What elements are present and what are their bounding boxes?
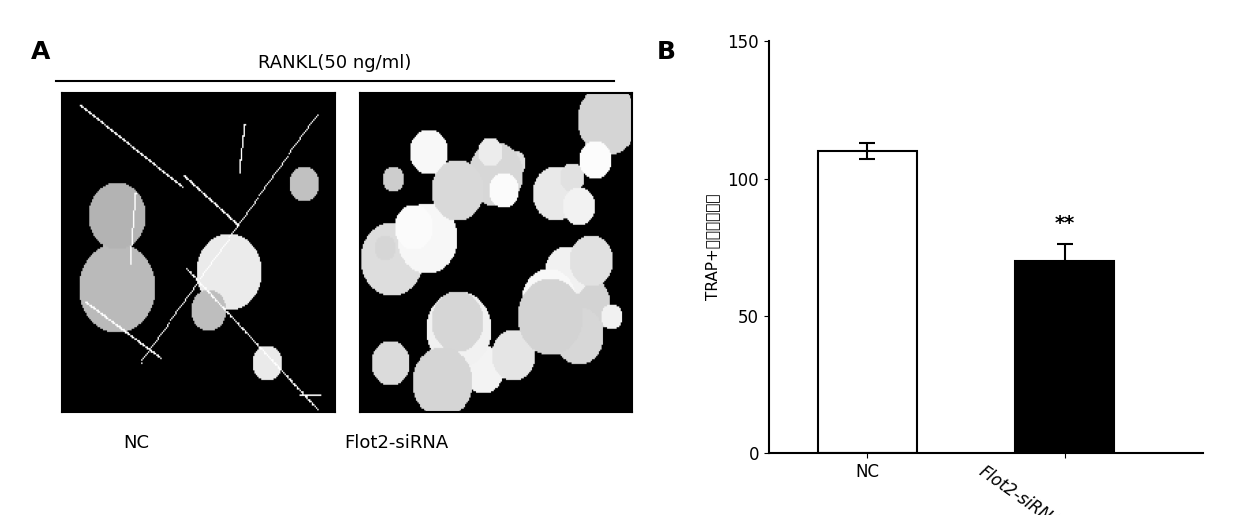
Text: RANKL(50 ng/ml): RANKL(50 ng/ml): [258, 54, 412, 72]
Text: B: B: [657, 40, 676, 64]
Y-axis label: TRAP+核骨细胞数目: TRAP+核骨细胞数目: [706, 194, 720, 300]
Bar: [818, 151, 916, 453]
Text: **: **: [1054, 214, 1075, 233]
Text: A: A: [31, 40, 51, 64]
Text: NC: NC: [124, 434, 149, 452]
Text: Flot2-siRNA: Flot2-siRNA: [345, 434, 449, 452]
Bar: [1016, 261, 1114, 453]
